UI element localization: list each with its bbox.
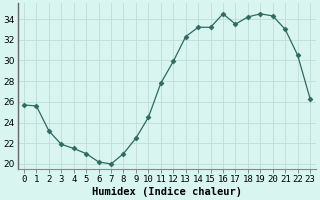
X-axis label: Humidex (Indice chaleur): Humidex (Indice chaleur) xyxy=(92,186,242,197)
